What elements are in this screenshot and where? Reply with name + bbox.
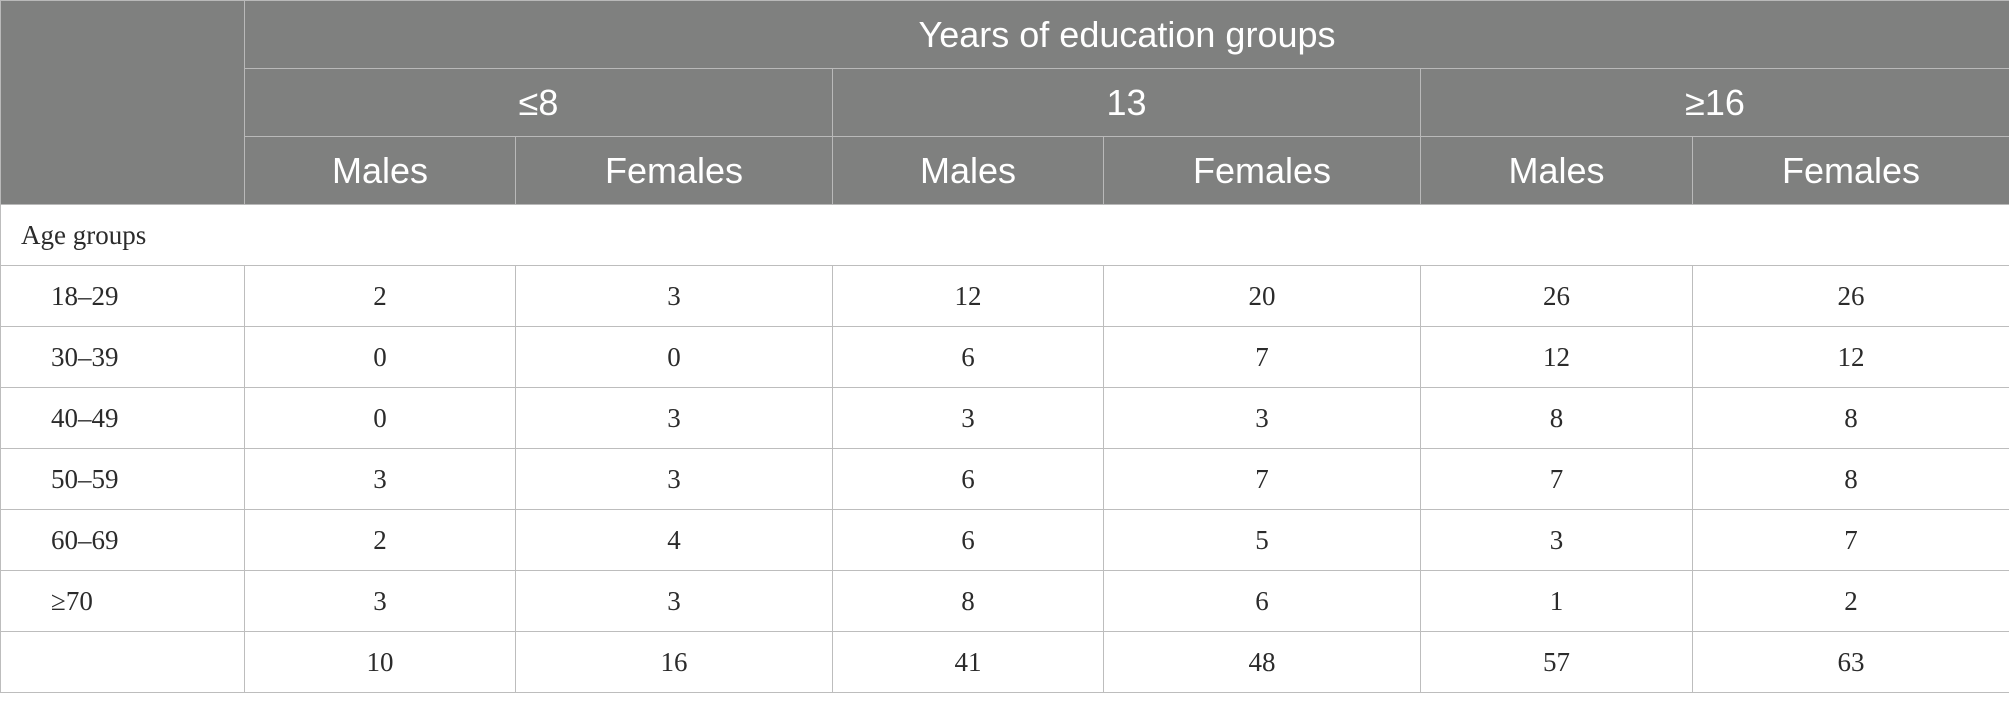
table-cell: 3 <box>244 448 516 510</box>
header-corner-cell <box>0 0 245 205</box>
table-row: 60–69 2 4 6 5 3 7 <box>0 509 2009 571</box>
row-label: 18–29 <box>0 265 245 327</box>
row-label: 60–69 <box>0 509 245 571</box>
table-cell: 7 <box>1103 326 1421 388</box>
table-cell: 3 <box>244 570 516 632</box>
table-cell: 7 <box>1691 509 2009 571</box>
table-cell: 8 <box>1691 448 2009 510</box>
table-cell: 8 <box>1691 387 2009 449</box>
header-group-title: Years of education groups <box>243 0 2009 69</box>
table-row: 18–29 2 3 12 20 26 26 <box>0 265 2009 327</box>
header-sex-cell: Females <box>1691 136 2009 205</box>
total-cell: 63 <box>1691 631 2009 693</box>
table-cell: 6 <box>1103 570 1421 632</box>
header-row-education: ≤8 13 ≥16 <box>1 68 2009 137</box>
table-cell: 12 <box>832 265 1104 327</box>
total-cell: 41 <box>832 631 1104 693</box>
table-cell: 3 <box>515 448 833 510</box>
header-education-group: ≤8 <box>244 68 833 137</box>
table-cell: 2 <box>244 265 516 327</box>
header-sex-cell: Females <box>1103 136 1421 205</box>
table-cell: 8 <box>1420 387 1693 449</box>
total-cell: 16 <box>515 631 833 693</box>
table-cell: 3 <box>515 265 833 327</box>
row-label: 30–39 <box>0 326 245 388</box>
table-cell: 7 <box>1103 448 1421 510</box>
table-cell: 5 <box>1103 509 1421 571</box>
table-cell: 8 <box>832 570 1104 632</box>
table-row: 50–59 3 3 6 7 7 8 <box>0 448 2009 510</box>
header-education-group: ≥16 <box>1419 68 2009 137</box>
header-sex-cell: Males <box>1420 136 1693 205</box>
table-header: Years of education groups ≤8 13 ≥16 Male… <box>0 0 2009 205</box>
table-cell: 3 <box>1420 509 1693 571</box>
table-cell: 12 <box>1691 326 2009 388</box>
table-cell: 3 <box>515 387 833 449</box>
table-row: ≥70 3 3 8 6 1 2 <box>0 570 2009 632</box>
total-row-label <box>0 631 245 693</box>
header-sex-cell: Females <box>515 136 833 205</box>
row-label: 50–59 <box>0 448 245 510</box>
table-cell: 3 <box>515 570 833 632</box>
total-row: 10 16 41 48 57 63 <box>0 631 2009 693</box>
table-row: 40–49 0 3 3 3 8 8 <box>0 387 2009 449</box>
row-label: ≥70 <box>0 570 245 632</box>
table-cell: 1 <box>1420 570 1693 632</box>
header-row-group: Years of education groups <box>0 0 2009 205</box>
header-education-group: 13 <box>832 68 1421 137</box>
section-label: Age groups <box>0 204 2009 266</box>
table-cell: 0 <box>515 326 833 388</box>
education-age-table: Years of education groups ≤8 13 ≥16 Male… <box>0 0 2009 693</box>
table-cell: 2 <box>1691 570 2009 632</box>
header-row-sex: Males Females Males Females Males Female… <box>1 136 2009 205</box>
section-row: Age groups <box>0 204 2009 266</box>
table-cell: 6 <box>832 509 1104 571</box>
table-cell: 26 <box>1691 265 2009 327</box>
total-cell: 48 <box>1103 631 1421 693</box>
table-cell: 4 <box>515 509 833 571</box>
table-cell: 7 <box>1420 448 1693 510</box>
header-sex-cell: Males <box>832 136 1104 205</box>
table-cell: 12 <box>1420 326 1693 388</box>
table-cell: 2 <box>244 509 516 571</box>
row-label: 40–49 <box>0 387 245 449</box>
table-body: Age groups 18–29 2 3 12 20 26 26 30–39 0… <box>0 204 2009 693</box>
table-cell: 3 <box>1103 387 1421 449</box>
table-cell: 20 <box>1103 265 1421 327</box>
table-cell: 6 <box>832 448 1104 510</box>
table-cell: 0 <box>244 326 516 388</box>
header-sex-cell: Males <box>244 136 516 205</box>
table-cell: 3 <box>832 387 1104 449</box>
total-cell: 10 <box>244 631 516 693</box>
table-cell: 6 <box>832 326 1104 388</box>
table-row: 30–39 0 0 6 7 12 12 <box>0 326 2009 388</box>
total-cell: 57 <box>1420 631 1693 693</box>
table-cell: 26 <box>1420 265 1693 327</box>
table-cell: 0 <box>244 387 516 449</box>
